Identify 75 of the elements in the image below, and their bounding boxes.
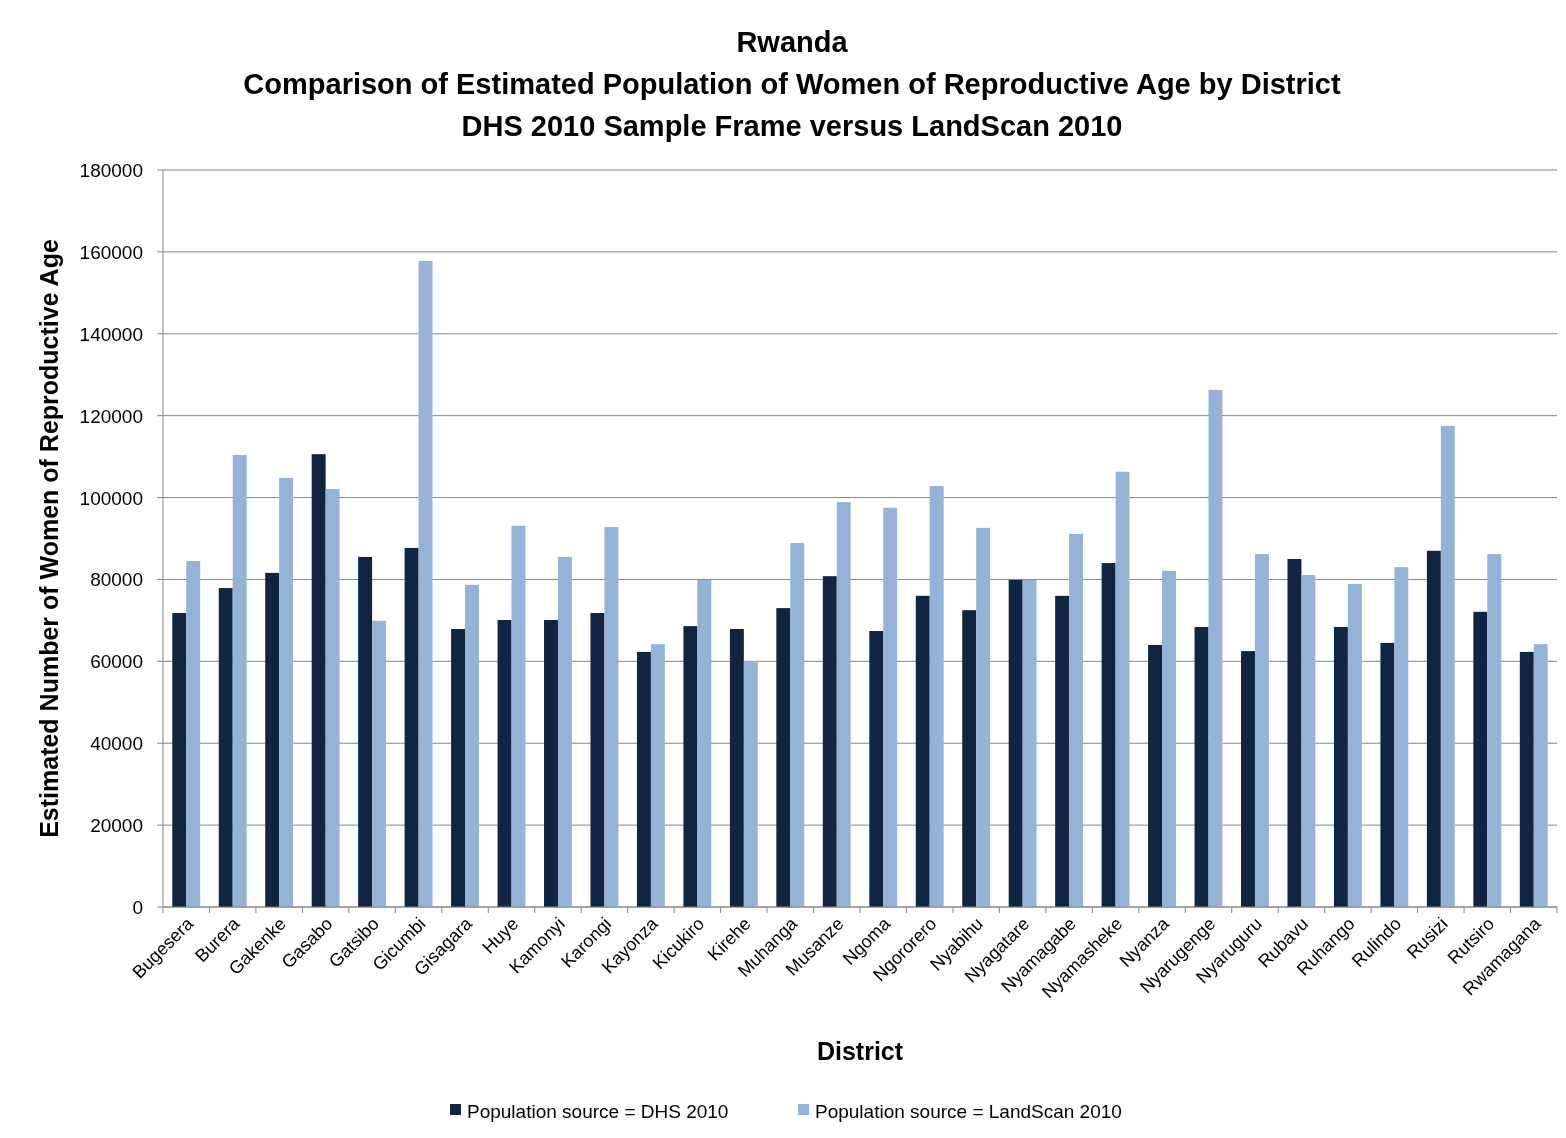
bar: [1008, 579, 1023, 907]
bar: [1254, 554, 1269, 907]
y-tick-label: 60000: [90, 651, 143, 673]
y-tick-label: 40000: [90, 733, 143, 755]
bar: [1519, 651, 1534, 907]
bar: [915, 595, 930, 907]
bar: [544, 619, 558, 907]
bar: [557, 556, 572, 907]
bar: [1426, 550, 1441, 907]
y-tick-label: 180000: [79, 160, 143, 181]
bar: [325, 488, 340, 907]
bar: [697, 579, 712, 907]
bar: [279, 477, 294, 907]
bar: [1487, 554, 1502, 907]
bar: [604, 527, 619, 907]
bar: [650, 644, 665, 907]
bar: [404, 547, 419, 907]
bar: [1194, 626, 1209, 907]
bar: [1055, 595, 1070, 907]
legend-label: Population source = LandScan 2010: [815, 1101, 1122, 1122]
bar: [418, 260, 433, 907]
bar: [743, 660, 758, 907]
bar: [962, 610, 977, 907]
bar: [1069, 534, 1084, 907]
chart-title: Rwanda Comparison of Estimated Population of Women of Reproductive Age by District DHS 2010 Sample Frame versus LandScan 2010: [243, 26, 1341, 142]
bar: [636, 651, 651, 907]
bar: [1533, 644, 1548, 907]
bar: [822, 576, 837, 907]
bar: [1301, 574, 1316, 907]
bar: [1440, 425, 1455, 907]
bar: [1208, 389, 1223, 907]
bar: [929, 486, 944, 907]
bar: [451, 628, 466, 907]
bar: [836, 502, 851, 907]
bar: [372, 620, 387, 907]
bar: [497, 619, 512, 907]
bar: [1148, 644, 1163, 907]
bar: [1287, 558, 1302, 907]
bar: [1347, 583, 1362, 907]
bar: [172, 613, 187, 907]
x-axis-title: District: [816, 1037, 904, 1065]
bar: [790, 543, 805, 907]
bar: [232, 454, 247, 907]
bar: [869, 631, 884, 907]
bar: [218, 588, 233, 907]
bar: [1115, 471, 1130, 907]
bar: [729, 628, 744, 907]
bar: [1101, 563, 1116, 907]
legend-label: Population source = DHS 2010: [467, 1101, 729, 1122]
bar: [1241, 651, 1255, 907]
bar: [776, 608, 791, 907]
bar: [265, 572, 280, 907]
bar: [186, 561, 201, 907]
y-tick-label: 20000: [90, 815, 143, 837]
y-tick-label: 0: [132, 897, 143, 918]
y-tick-label: 160000: [79, 241, 143, 263]
bar: [883, 507, 898, 907]
bar: [1022, 579, 1037, 907]
bar: [511, 525, 526, 907]
bar: [1473, 611, 1488, 907]
y-tick-label: 140000: [79, 323, 143, 345]
y-axis-title: Estimated Number of Women of Reproductive Age: [35, 239, 63, 838]
bar: [1394, 567, 1409, 907]
bar: [311, 454, 326, 907]
y-tick-label: 100000: [79, 487, 143, 509]
bar: [358, 556, 373, 907]
bar: [683, 626, 698, 907]
bar: [976, 527, 991, 907]
bar: [1162, 570, 1176, 907]
bar: [1380, 642, 1395, 907]
bar: [465, 584, 479, 907]
y-tick-label: 120000: [79, 405, 143, 427]
y-tick-label: 80000: [90, 569, 143, 591]
bar: [1333, 626, 1348, 907]
bar: [590, 613, 605, 907]
